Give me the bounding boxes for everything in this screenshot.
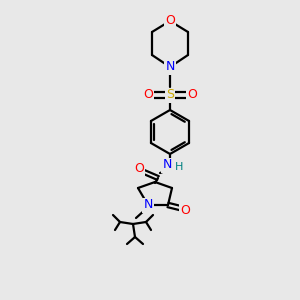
Text: O: O [187, 88, 197, 101]
Text: O: O [143, 88, 153, 101]
Text: H: H [175, 162, 183, 172]
Text: N: N [165, 61, 175, 74]
Text: N: N [162, 158, 172, 172]
Text: N: N [143, 199, 153, 212]
Text: S: S [166, 88, 174, 101]
Text: O: O [165, 14, 175, 28]
Text: O: O [134, 161, 144, 175]
Text: O: O [180, 205, 190, 218]
